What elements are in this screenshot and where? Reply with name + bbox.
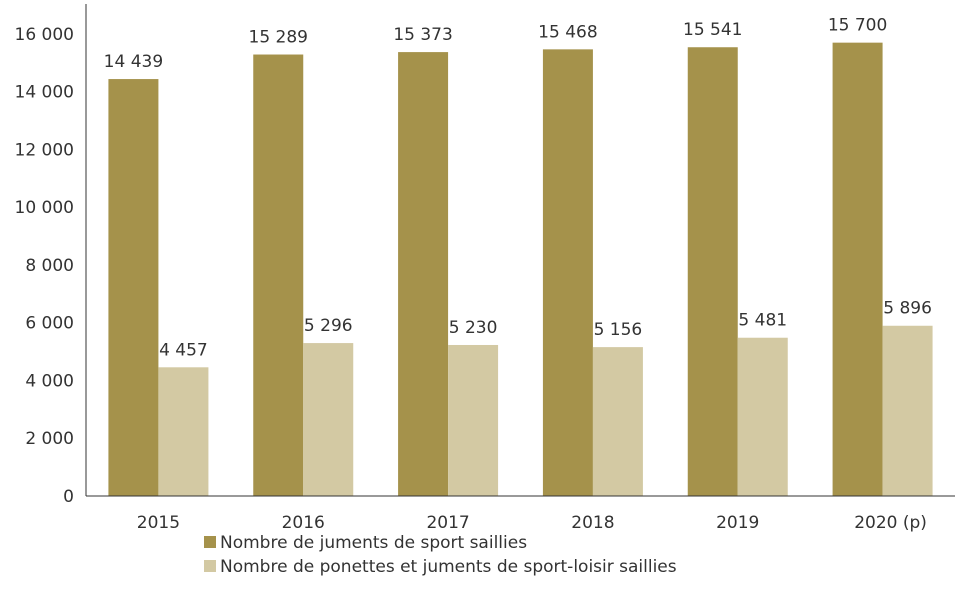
legend-swatch bbox=[204, 560, 216, 572]
bar-sport bbox=[542, 49, 593, 496]
y-axis-ticks: 0 2 000 4 000 6 000 8 000 10 000 12 000 14 000 1… bbox=[15, 25, 74, 507]
x-tick-label: 2017 bbox=[426, 513, 469, 533]
bar-data-label: 5 156 bbox=[594, 320, 643, 340]
bar-data-labels: 14 439 4 457 15 289 5 296 15 373 5 230 15 468 5… bbox=[104, 16, 932, 361]
bar-sport-loisir bbox=[592, 347, 643, 496]
x-axis-ticks: 2015 2016 2017 2018 2019 2020 (p) bbox=[137, 513, 927, 533]
bar-sport bbox=[687, 47, 738, 497]
y-tick-label: 12 000 bbox=[15, 140, 74, 160]
legend-label: Nombre de ponettes et juments de sport-l… bbox=[220, 557, 677, 577]
y-tick-label: 0 bbox=[63, 487, 74, 507]
bar-sport bbox=[253, 54, 304, 496]
bar-sport-loisir bbox=[303, 343, 354, 496]
bar-sport bbox=[832, 42, 883, 497]
x-tick-label: 2018 bbox=[571, 513, 614, 533]
bar-data-label: 15 373 bbox=[393, 25, 452, 45]
x-tick-label: 2019 bbox=[716, 513, 759, 533]
x-tick-label: 2016 bbox=[282, 513, 325, 533]
y-tick-label: 2 000 bbox=[25, 429, 74, 449]
bar-data-label: 15 468 bbox=[538, 22, 597, 42]
y-tick-label: 4 000 bbox=[25, 371, 74, 391]
bar-data-label: 15 541 bbox=[683, 20, 742, 40]
bar-data-label: 14 439 bbox=[104, 52, 163, 72]
bar-sport bbox=[108, 79, 159, 496]
y-tick-label: 6 000 bbox=[25, 314, 74, 334]
bar-data-label: 4 457 bbox=[159, 340, 208, 360]
bar-data-label: 5 296 bbox=[304, 316, 353, 336]
legend: Nombre de juments de sport saillies Nombr… bbox=[204, 533, 677, 577]
legend-swatch bbox=[204, 536, 216, 548]
bar-sport-loisir bbox=[158, 367, 209, 496]
y-tick-label: 10 000 bbox=[15, 198, 74, 218]
x-tick-label: 2020 (p) bbox=[854, 513, 927, 533]
bar-data-label: 5 481 bbox=[738, 311, 787, 331]
bar-sport-loisir bbox=[737, 337, 788, 496]
y-tick-label: 14 000 bbox=[15, 83, 74, 103]
y-tick-label: 8 000 bbox=[25, 256, 74, 276]
bar-data-label: 5 230 bbox=[449, 318, 498, 338]
bar-sport-loisir bbox=[448, 344, 499, 496]
bar-data-label: 15 700 bbox=[828, 16, 887, 36]
bar-sport bbox=[398, 52, 449, 496]
bar-data-label: 15 289 bbox=[249, 28, 308, 48]
legend-label: Nombre de juments de sport saillies bbox=[220, 533, 527, 553]
bars bbox=[108, 42, 933, 497]
y-tick-label: 16 000 bbox=[15, 25, 74, 45]
x-tick-label: 2015 bbox=[137, 513, 180, 533]
bar-data-label: 5 896 bbox=[883, 299, 932, 319]
bar-sport-loisir bbox=[882, 325, 933, 496]
